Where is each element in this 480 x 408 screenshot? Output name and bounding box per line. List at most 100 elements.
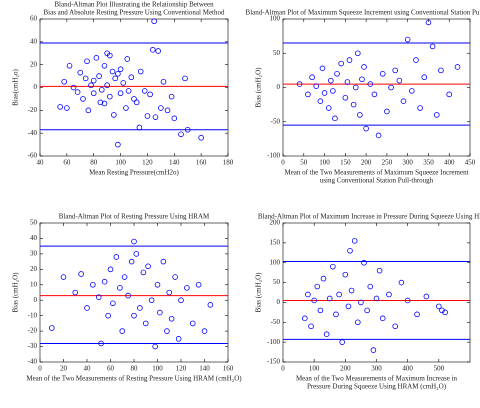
data-point [317,307,324,314]
data-point [344,79,351,85]
data-point [137,68,144,75]
x-axis-label: Mean of the Two Measurements of Resting … [26,375,242,383]
data-point [425,19,432,26]
data-point [61,78,67,85]
x-tick-label: 160 [223,365,234,373]
data-point [354,50,361,57]
data-point [90,90,97,97]
data-point [195,281,202,288]
y-tick-label: -40 [28,129,38,137]
data-point [160,258,167,265]
data-point [342,271,349,278]
x-tick-label: 140 [199,365,210,373]
data-point [363,125,369,132]
data-point [345,303,352,310]
x-tick-label: 100 [319,159,330,167]
data-point [131,238,137,245]
data-point [398,279,405,286]
data-point [117,66,124,73]
data-point [417,105,423,111]
data-point [152,343,158,350]
data-point [119,328,126,334]
x-tick-label: 350 [423,159,434,167]
data-point [120,80,127,86]
data-point [107,52,113,59]
data-point [364,307,370,314]
data-point [141,88,148,94]
data-point [148,297,155,304]
x-tick-label: 100 [152,365,163,373]
data-point [358,299,364,306]
data-point [388,84,394,91]
data-point [367,283,374,290]
data-point [164,328,170,334]
data-point [454,64,461,70]
x-tick-label: 140 [169,159,180,167]
x-tick-label: 200 [340,365,351,373]
x-axis-label: Pressure During Squeeze Using HRAM (cmH₂… [307,383,447,391]
data-point [317,98,324,104]
data-point [371,91,378,98]
y-tick-label: 0 [277,298,281,306]
data-point [98,86,105,93]
y-tick-label: 60 [30,15,38,23]
x-tick-label: 200 [361,159,372,167]
data-point [154,281,161,288]
x-axis-label: Mean of the Two Measurements of Maximum … [284,169,468,177]
data-point [107,93,113,100]
x-tick-label: 20 [60,365,68,373]
data-point [128,258,135,265]
plot-frame [282,222,471,363]
data-point [400,98,407,104]
data-point [74,89,81,95]
x-tick-label: 100 [309,365,320,373]
data-point [90,281,96,288]
data-point [361,259,367,266]
data-point [327,77,334,84]
data-point [121,274,128,280]
y-tick-label: 40 [30,37,38,45]
data-point [151,18,157,25]
data-point [137,305,143,311]
chart-title: Bland-Altman Plot of Resting Pressure Us… [59,213,210,221]
x-tick-label: 500 [434,365,445,373]
data-point [201,328,208,334]
data-point [373,295,380,302]
y-tick-label: 50 [273,278,281,286]
data-point [158,105,164,111]
x-tick-label: 250 [382,159,393,167]
data-point [96,73,102,79]
data-point [404,36,411,43]
data-point [348,287,355,294]
data-point [133,99,140,106]
data-point [123,105,129,111]
data-point [311,297,317,304]
data-point [101,100,108,107]
data-point [352,84,359,91]
data-point [339,339,346,345]
y-tick-label: -100 [267,152,280,160]
x-tick-label: 100 [115,159,126,167]
data-point [392,67,399,74]
x-tick-label: 0 [281,365,285,373]
y-tick-label: -20 [28,327,38,335]
data-point [160,78,167,85]
data-point [409,88,415,94]
data-point [97,99,104,106]
data-point [376,267,383,274]
data-point [133,251,140,257]
data-point [308,323,314,330]
data-point [48,325,55,331]
data-point [171,115,178,122]
data-point [66,63,73,69]
data-point [413,57,419,63]
y-tick-label: -100 [267,338,280,346]
data-point [442,309,448,316]
data-point [320,275,327,282]
data-point [296,81,303,87]
data-point [198,134,204,141]
x-tick-label: 160 [196,159,207,167]
data-point [336,291,342,298]
data-point [101,278,108,285]
